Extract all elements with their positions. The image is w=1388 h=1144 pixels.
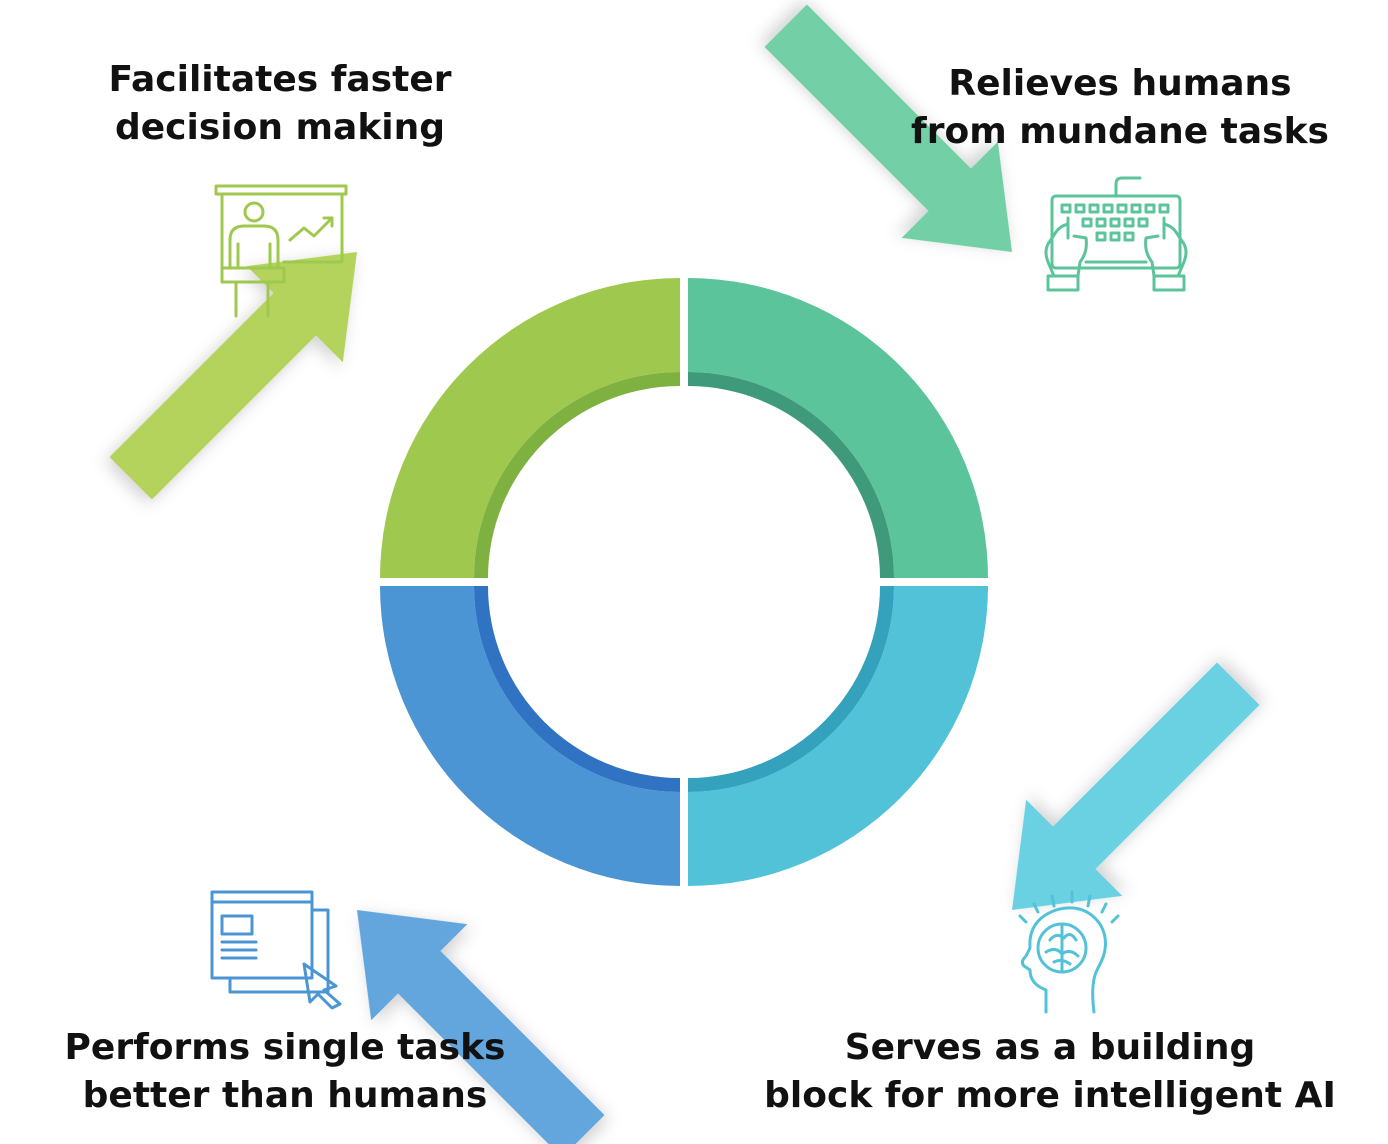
arrow-top-left [109,252,357,500]
arrows [109,4,1260,1144]
label-bottom-left-line-2: better than humans [82,1075,488,1116]
segment-bottom-left-rim [474,586,680,792]
label-bottom-right-line-2: block for more intelligent AI [764,1075,1336,1116]
label-top-right-line-1: Relieves humans [948,63,1292,104]
presentation-chart-icon [214,184,348,318]
arrow-bottom-right [1012,662,1260,910]
label-bottom-right-line-1: Serves as a building [844,1027,1256,1068]
label-top-left-line-2: decision making [114,107,445,148]
label-top-right: Relieves humans from mundane tasks [880,60,1360,156]
ring [380,278,988,886]
label-bottom-left: Performs single tasks better than humans [40,1024,530,1120]
segment-bottom-left [380,586,680,886]
arrow-bottom-left [357,910,605,1144]
label-top-left-line-1: Facilitates faster [108,59,452,100]
segment-top-right [688,278,988,578]
segment-top-left [380,278,680,578]
label-top-right-line-2: from mundane tasks [911,111,1329,152]
segment-bottom-right [688,586,988,886]
label-bottom-right: Serves as a building block for more inte… [730,1024,1370,1120]
label-bottom-left-line-1: Performs single tasks [64,1027,506,1068]
segment-top-right-rim [688,372,894,578]
segment-top-left-rim [474,372,680,578]
arrow-top-right [764,4,1012,252]
segment-bottom-right-rim [688,586,894,792]
brain-head-icon [1018,890,1120,1014]
window-cursor-icon [210,890,342,1010]
keyboard-hands-icon [1044,176,1188,292]
label-top-left: Facilitates faster decision making [60,56,500,152]
